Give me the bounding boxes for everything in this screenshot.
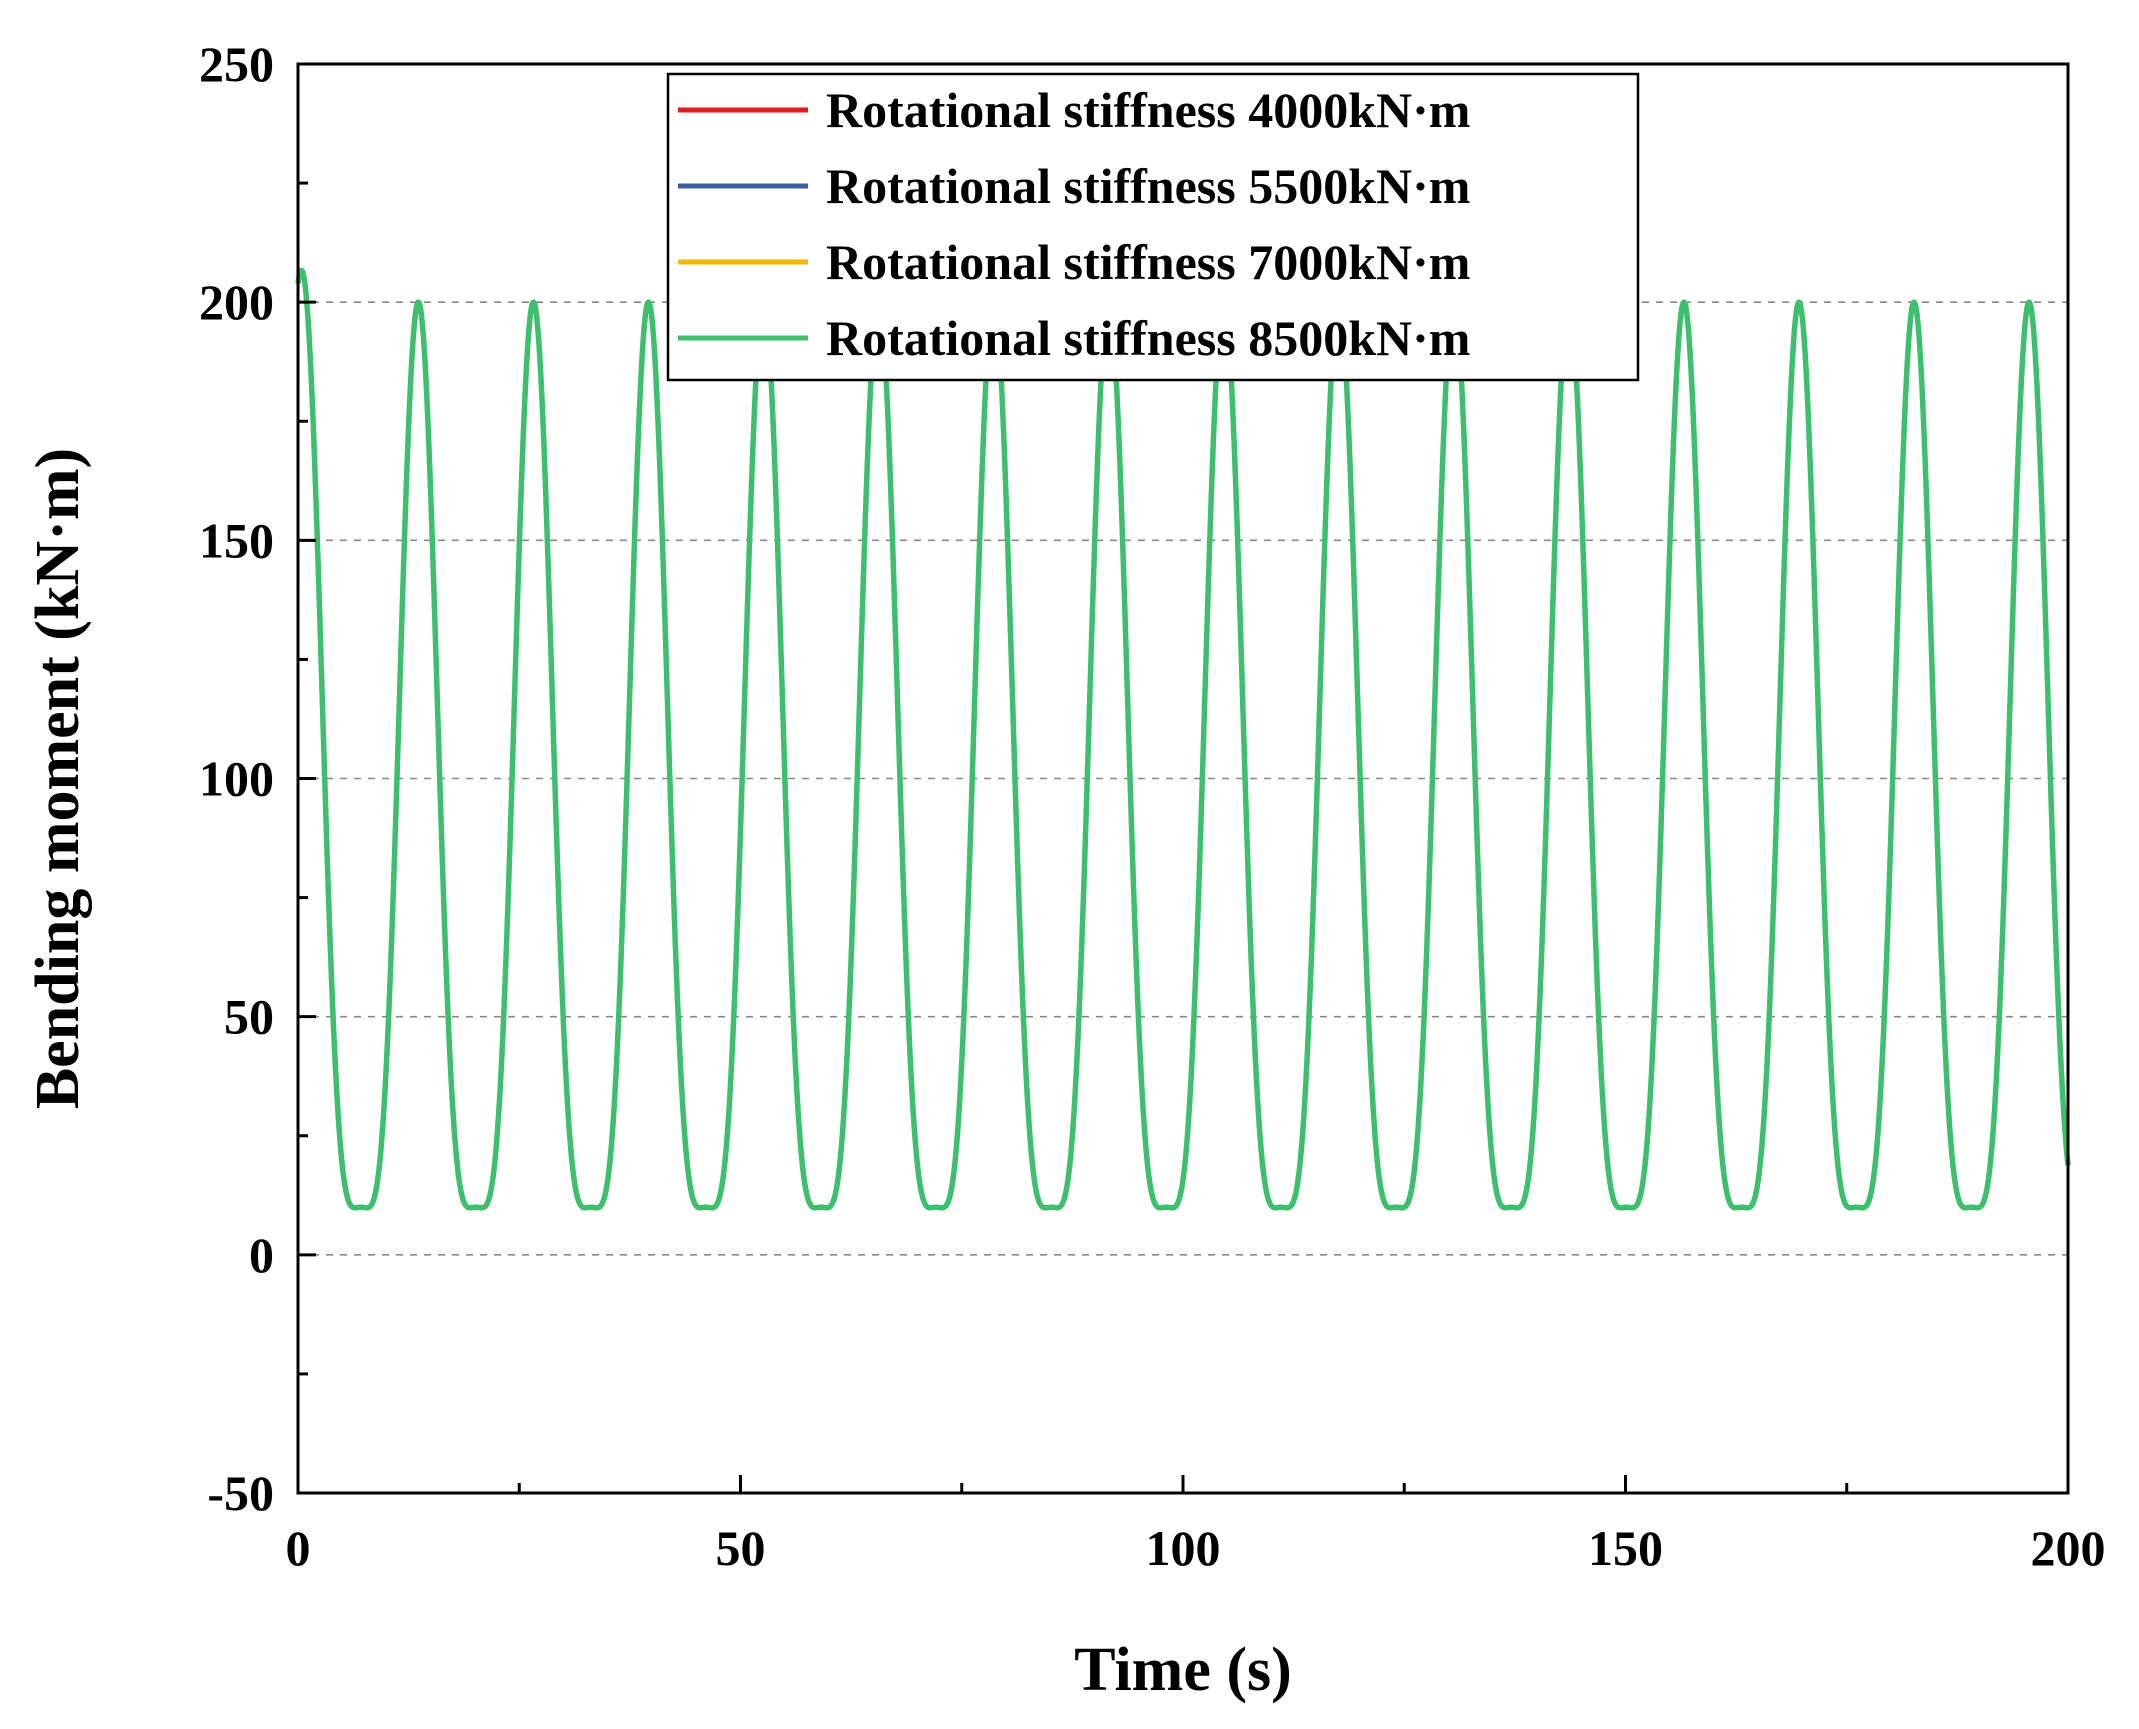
y-tick-label: 150 (199, 512, 274, 568)
x-tick-label: 200 (2031, 1520, 2106, 1576)
x-tick-label: 150 (1588, 1520, 1663, 1576)
y-axis-title: Bending moment (kN·m) (24, 448, 92, 1109)
legend-label-1: Rotational stiffness 4000kN·m (826, 82, 1470, 138)
grid-lines (298, 301, 2068, 1256)
legend-label-3: Rotational stiffness 7000kN·m (826, 234, 1470, 290)
legend-label-4: Rotational stiffness 8500kN·m (826, 310, 1470, 366)
x-axis-title: Time (s) (1074, 1636, 1292, 1704)
y-tick-label: 250 (199, 36, 274, 92)
legend: Rotational stiffness 4000kN·m Rotational … (666, 72, 1640, 382)
x-tick-label: 0 (286, 1520, 311, 1576)
y-tick-label: -50 (207, 1465, 274, 1521)
x-tick-label: 100 (1146, 1520, 1221, 1576)
series-line-4 (295, 267, 2071, 1211)
y-tick-label: 50 (224, 989, 274, 1045)
x-tick-label: 50 (716, 1520, 766, 1576)
legend-box (666, 72, 1640, 382)
legend-label-2: Rotational stiffness 5500kN·m (826, 158, 1470, 214)
y-tick-label: 200 (199, 274, 274, 330)
y-tick-label: 100 (199, 751, 274, 807)
series-lines (295, 267, 2071, 1211)
y-tick-label: 0 (249, 1227, 274, 1283)
